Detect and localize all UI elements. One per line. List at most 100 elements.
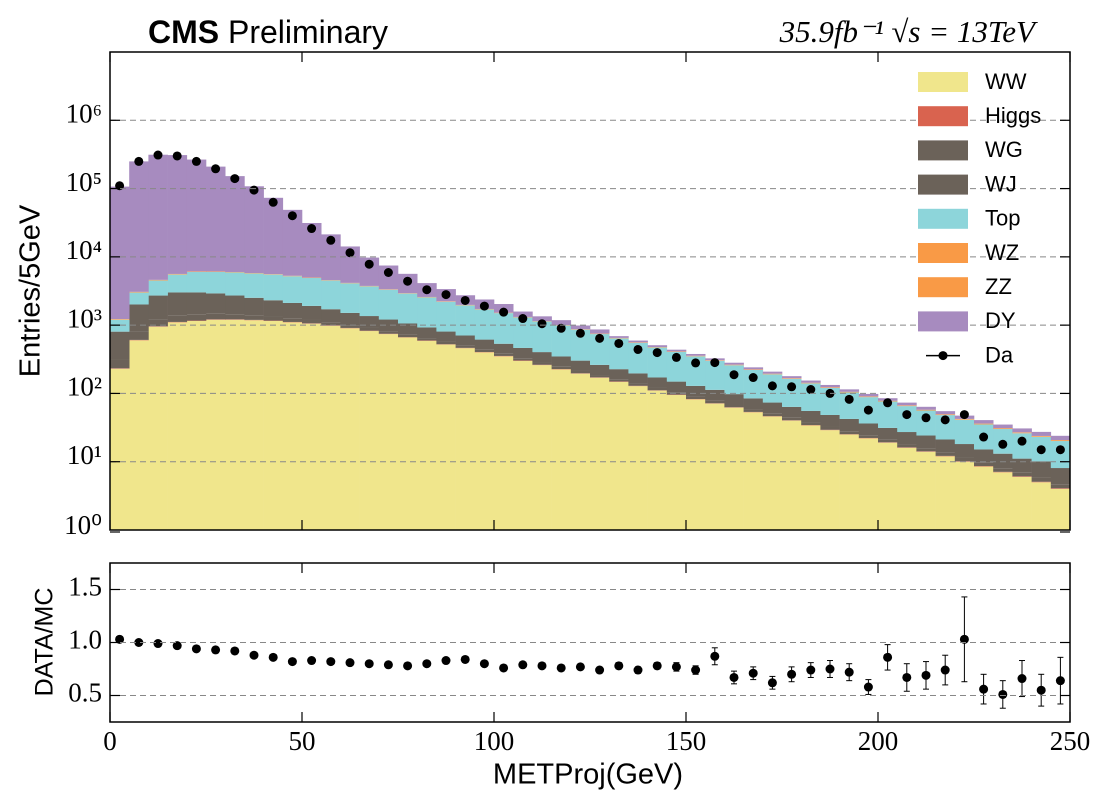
- stack-bar: [647, 387, 668, 391]
- stack-bar: [993, 428, 1013, 430]
- stack-bar: [244, 320, 264, 530]
- y-tick-label: 10²: [67, 372, 102, 402]
- stack-bar: [858, 438, 879, 530]
- stack-bar: [417, 338, 437, 341]
- stack-bar: [340, 312, 360, 326]
- stack-bar: [628, 340, 648, 343]
- stack-bar: [129, 292, 149, 305]
- stack-bar: [474, 352, 495, 530]
- data-point: [230, 174, 240, 184]
- stack-bar: [974, 449, 994, 463]
- stack-bar: [398, 293, 418, 324]
- ratio-point: [979, 684, 989, 694]
- ratio-point: [729, 672, 739, 682]
- ratio-point: [230, 646, 240, 656]
- stack-bar: [666, 394, 687, 530]
- stack-bar: [494, 313, 514, 344]
- ratio-point: [134, 638, 144, 647]
- y-axis-label: DATA/MC: [31, 588, 59, 697]
- legend-swatch: [918, 243, 968, 263]
- stack-bar: [762, 371, 783, 374]
- ratio-point: [614, 661, 624, 671]
- legend-swatch: [918, 208, 968, 229]
- stack-bar: [1012, 433, 1032, 459]
- stack-bar: [148, 280, 168, 296]
- stack-bar: [206, 166, 226, 272]
- stack-bar: [647, 377, 668, 388]
- legend-swatch: [918, 72, 968, 92]
- ratio-point: [806, 665, 816, 675]
- stack-bar: [686, 396, 706, 399]
- stack-bar: [686, 356, 706, 386]
- y-tick-label: 1.0: [68, 625, 102, 655]
- stack-bar: [436, 301, 456, 332]
- data-point: [671, 352, 681, 362]
- stack-bar: [839, 392, 860, 419]
- ratio-point: [287, 657, 297, 667]
- x-tick-label: 100: [474, 726, 515, 756]
- ratio-point: [921, 670, 931, 680]
- stack-bar: [686, 385, 706, 397]
- stack-bar: [167, 315, 188, 322]
- stack-bar: [359, 327, 380, 331]
- ratio-point: [518, 660, 528, 670]
- stack-bar: [686, 399, 706, 530]
- stack-bar: [628, 383, 648, 386]
- preliminary-label: Preliminary: [228, 14, 388, 50]
- stack-bar: [801, 422, 821, 426]
- stack-bar: [282, 302, 303, 319]
- stack-bar: [1012, 472, 1032, 477]
- stack-bar: [167, 292, 188, 316]
- stack-bar: [782, 406, 802, 418]
- data-point: [307, 224, 317, 234]
- stack-bar: [186, 272, 207, 293]
- stack-bar: [628, 373, 648, 384]
- stack-bar: [743, 367, 764, 370]
- stack-bar: [570, 360, 591, 371]
- ratio-point: [595, 665, 605, 675]
- data-point: [940, 415, 950, 425]
- header: CMS Preliminary: [148, 14, 388, 50]
- data-point: [1036, 445, 1046, 455]
- stack-bar: [551, 325, 572, 357]
- stack-bar: [705, 389, 725, 401]
- ratio-point: [249, 650, 259, 660]
- ratio-point: [652, 661, 662, 671]
- ratio-point: [633, 665, 643, 675]
- data-point: [595, 333, 605, 343]
- data-point: [268, 197, 278, 207]
- stack-bar: [570, 329, 591, 361]
- x-tick-label: 250: [1050, 726, 1091, 756]
- legend-swatch: [918, 140, 968, 161]
- stack-bar: [590, 377, 610, 530]
- legend-label: WJ: [985, 171, 1017, 196]
- ratio-point: [307, 656, 317, 666]
- data-point: [767, 381, 777, 391]
- data-point: [422, 285, 432, 295]
- ratio-point: [172, 641, 182, 651]
- stack-bar: [494, 343, 514, 354]
- stack-bar: [782, 376, 802, 379]
- ratio-point: [825, 664, 835, 674]
- legend-label: WW: [985, 69, 1027, 94]
- stack-bar: [993, 453, 1013, 469]
- stack-bar: [244, 186, 264, 274]
- data-point: [364, 259, 374, 269]
- ratio-point: [115, 634, 125, 644]
- stack-bar: [148, 154, 168, 280]
- data-point: [172, 151, 182, 161]
- stack-bar: [954, 419, 975, 445]
- stack-bar: [590, 364, 610, 376]
- stack-bar: [916, 410, 936, 411]
- ratio-point: [959, 634, 969, 644]
- stack-bar: [206, 272, 226, 294]
- stack-bar: [532, 362, 552, 365]
- stack-bar: [705, 400, 725, 404]
- stack-bar: [436, 341, 456, 345]
- y-tick-label: 10¹: [67, 440, 102, 470]
- stack-bar: [321, 280, 341, 310]
- stack-bar: [225, 272, 245, 296]
- stack-bar: [609, 369, 629, 380]
- legend-label: Higgs: [985, 103, 1041, 128]
- ratio-point: [844, 667, 854, 677]
